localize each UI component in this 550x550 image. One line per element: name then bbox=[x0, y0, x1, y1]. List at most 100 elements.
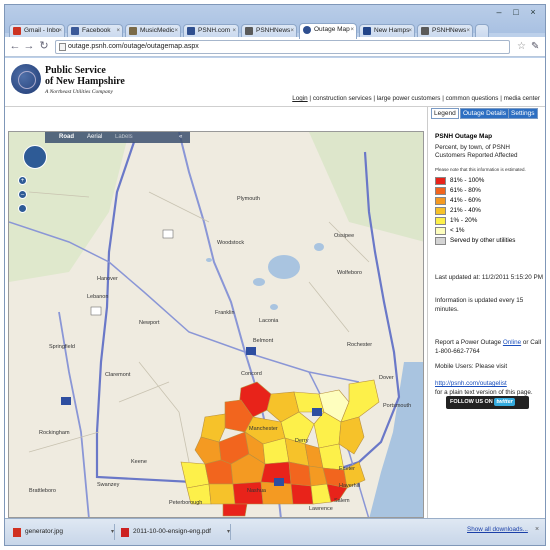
map-town-label: Plymouth bbox=[237, 196, 260, 202]
pdf-file-icon bbox=[121, 528, 129, 537]
map-town-label: Exeter bbox=[339, 466, 355, 472]
download-item[interactable]: generator.jpg ▾ bbox=[11, 524, 115, 540]
tab-gmail[interactable]: Gmail - Inbo × bbox=[9, 24, 65, 38]
mobile-outage-link[interactable]: http://psnh.com/outagelist bbox=[435, 380, 507, 387]
tab-psnhnews-2[interactable]: PSNHNews × bbox=[417, 24, 473, 38]
browser-window: Gmail - Inbo × Facebook × MusicMedic × PSNH… bbox=[4, 4, 546, 546]
nav-common-questions[interactable]: common questions bbox=[445, 95, 499, 102]
close-tab-icon[interactable]: × bbox=[466, 28, 470, 34]
news-icon bbox=[245, 27, 253, 35]
nav-construction-services[interactable]: construction services bbox=[312, 95, 372, 102]
chevron-down-icon[interactable]: ▾ bbox=[226, 529, 230, 535]
facebook-icon bbox=[71, 27, 79, 35]
tab-psnhnews-1[interactable]: PSNHNews × bbox=[241, 24, 297, 38]
tab-new-hampshire[interactable]: New Hamps × bbox=[359, 24, 415, 38]
map-town-label: Rochester bbox=[347, 342, 372, 348]
tab-outage-map[interactable]: Outage Map × bbox=[299, 23, 357, 39]
close-tab-icon[interactable]: × bbox=[58, 28, 62, 34]
header-divider bbox=[5, 106, 545, 107]
reload-icon[interactable]: ↻ bbox=[39, 40, 49, 52]
tab-settings[interactable]: Settings bbox=[508, 108, 538, 119]
forward-icon[interactable]: → bbox=[23, 40, 35, 52]
tab-label: Gmail - Inbo bbox=[24, 27, 60, 34]
legend-label: < 1% bbox=[450, 227, 465, 234]
psnh-icon bbox=[187, 27, 195, 35]
new-tab-button[interactable] bbox=[475, 24, 489, 38]
zoom-in-icon[interactable]: + bbox=[18, 176, 27, 185]
map-town-label: Portsmouth bbox=[383, 403, 411, 409]
legend-label: 61% - 80% bbox=[450, 187, 481, 194]
tab-legend[interactable]: Legend bbox=[431, 108, 459, 119]
company-name: Public Service of New Hampshire bbox=[45, 65, 125, 87]
bookmark-star-icon[interactable]: ☆ bbox=[517, 41, 526, 52]
tab-facebook[interactable]: Facebook × bbox=[67, 24, 123, 38]
zoom-slider-icon[interactable] bbox=[18, 204, 27, 213]
close-tab-icon[interactable]: × bbox=[232, 28, 236, 34]
panel-tabs: Legend Outage Details Settings bbox=[430, 107, 544, 119]
tab-label: PSNHNews bbox=[256, 27, 291, 34]
image-file-icon bbox=[13, 528, 21, 537]
legend-swatch bbox=[435, 177, 446, 185]
map-type-road[interactable]: Road bbox=[59, 134, 74, 140]
mobile-link-caption: for a plain text version of this page. bbox=[435, 388, 533, 396]
report-outage-phone: or Call 1-800-662-7764 bbox=[435, 339, 542, 355]
minimize-icon[interactable]: – bbox=[496, 7, 502, 17]
wrench-icon[interactable]: ✎ bbox=[531, 41, 540, 52]
legend-swatch bbox=[435, 197, 446, 205]
map-town-label: Rockingham bbox=[39, 430, 70, 436]
nav-large-power-customers[interactable]: large power customers bbox=[376, 95, 441, 102]
map-type-aerial[interactable]: Aerial bbox=[87, 134, 103, 140]
report-outage-text: Report a Power Outage Online or Call 1-8… bbox=[435, 339, 543, 356]
panel-description: Percent, by town, of PSNH Customers Repo… bbox=[435, 144, 518, 159]
psnh-logo bbox=[11, 64, 41, 94]
outage-map[interactable]: Plymouth Hanover Lebanon Claremont Lacon… bbox=[8, 131, 424, 518]
map-town-label: Nashua bbox=[247, 488, 267, 494]
tab-psnh[interactable]: PSNH.com × bbox=[183, 24, 239, 38]
close-tab-icon[interactable]: × bbox=[408, 28, 412, 34]
legend-swatch bbox=[435, 187, 446, 195]
tab-musicmedic[interactable]: MusicMedic × bbox=[125, 24, 181, 38]
show-all-downloads-link[interactable]: Show all downloads... bbox=[467, 526, 528, 533]
close-tab-icon[interactable]: × bbox=[116, 28, 120, 34]
map-town-label: Manchester bbox=[249, 426, 278, 432]
download-item[interactable]: 2011-10-00-ensign-eng.pdf ▾ bbox=[119, 524, 231, 540]
address-bar[interactable]: outage.psnh.com/outage/outagemap.aspx bbox=[55, 40, 510, 54]
download-filename: 2011-10-00-ensign-eng.pdf bbox=[133, 528, 211, 535]
pan-control[interactable] bbox=[23, 145, 47, 169]
close-tab-icon[interactable]: × bbox=[290, 28, 294, 34]
panel-title: PSNH Outage Map bbox=[435, 133, 493, 140]
refresh-interval-text: Information is updated every 15 minutes. bbox=[435, 297, 524, 313]
chevron-down-icon[interactable]: ▾ bbox=[110, 529, 114, 535]
twitter-follow-button[interactable]: FOLLOW US ON twitter bbox=[446, 396, 529, 409]
map-type-collapse-button[interactable]: « bbox=[179, 134, 183, 140]
map-town-label: Derry bbox=[295, 438, 309, 444]
tab-label: MusicMedic bbox=[140, 27, 175, 34]
map-canvas[interactable]: Plymouth Hanover Lebanon Claremont Lacon… bbox=[9, 132, 424, 518]
back-icon[interactable]: ← bbox=[9, 40, 21, 52]
tab-outage-details[interactable]: Outage Details bbox=[460, 108, 509, 119]
twitter-follow-text: FOLLOW US ON bbox=[450, 399, 493, 405]
map-town-label: Wolfeboro bbox=[337, 270, 362, 276]
close-window-icon[interactable]: × bbox=[530, 7, 536, 17]
map-town-label: Keene bbox=[131, 459, 147, 465]
nav-login[interactable]: Login bbox=[292, 95, 308, 102]
close-tab-icon[interactable]: × bbox=[174, 28, 178, 34]
nav-media-center[interactable]: media center bbox=[503, 95, 540, 102]
tab-strip: Gmail - Inbo × Facebook × MusicMedic × PSNH… bbox=[5, 5, 545, 39]
map-town-label: Lebanon bbox=[87, 294, 108, 300]
legend-swatch bbox=[435, 217, 446, 225]
tab-label: PSNH.com bbox=[198, 27, 231, 34]
zoom-out-icon[interactable]: – bbox=[18, 190, 27, 199]
map-town-label: Ossipee bbox=[334, 233, 354, 239]
top-nav: Login | construction services | large po… bbox=[292, 95, 540, 102]
maximize-icon[interactable]: □ bbox=[513, 7, 519, 17]
url-text: outage.psnh.com/outage/outagemap.aspx bbox=[68, 43, 199, 50]
close-tab-icon[interactable]: × bbox=[350, 27, 354, 33]
report-online-link[interactable]: Online bbox=[502, 339, 522, 346]
site-icon bbox=[363, 27, 371, 35]
close-icon[interactable]: × bbox=[535, 526, 540, 533]
map-town-label: Dover bbox=[379, 375, 394, 381]
map-type-labels[interactable]: Labels bbox=[115, 134, 133, 140]
info-panel: Legend Outage Details Settings PSNH Outa… bbox=[427, 107, 543, 518]
map-town-label: Woodstock bbox=[217, 240, 244, 246]
